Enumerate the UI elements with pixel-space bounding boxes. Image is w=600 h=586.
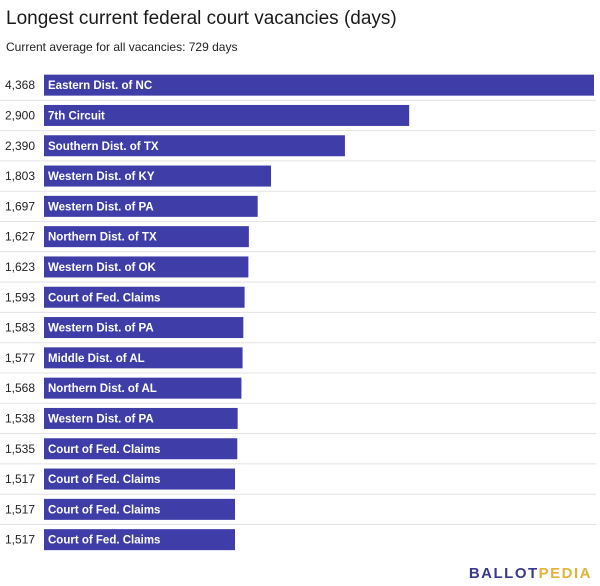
category-label: Western Dist. of PA [48,201,154,213]
bar [44,135,345,157]
value-label: 1,623 [5,260,35,274]
category-label: Court of Fed. Claims [48,444,160,456]
bar [44,407,238,429]
logo-ballot: BALLOT [468,565,539,582]
category-label: Western Dist. of PA [48,323,154,335]
value-label: 1,517 [5,533,35,547]
category-label: Western Dist. of PA [48,413,154,425]
value-label: 1,538 [5,411,35,425]
chart-subtitle: Current average for all vacancies: 729 d… [6,40,238,54]
value-label: 2,390 [5,139,35,153]
category-label: Southern Dist. of TX [48,141,159,153]
category-label: Western Dist. of KY [48,171,155,183]
category-label: 7th Circuit [48,110,105,122]
bar [44,377,242,399]
bar [44,256,249,278]
bar [44,468,236,490]
bar [44,195,258,217]
bar [44,529,236,551]
category-label: Court of Fed. Claims [48,292,160,304]
category-label: Eastern Dist. of NC [48,80,152,92]
ballotpedia-logo: BALLOTPEDIA [469,565,592,582]
bar [44,498,236,520]
value-label: 1,803 [5,169,35,183]
value-label: 4,368 [5,78,35,92]
value-label: 1,517 [5,502,35,516]
value-label: 1,517 [5,472,35,486]
bar [44,226,249,248]
category-label: Court of Fed. Claims [48,474,160,486]
value-label: 1,593 [5,290,35,304]
bar [44,74,594,96]
logo-pedia: PEDIA [538,565,592,582]
category-label: Middle Dist. of AL [48,353,145,365]
category-label: Northern Dist. of AL [48,383,157,395]
value-label: 1,577 [5,351,35,365]
bar [44,347,243,369]
value-label: 1,535 [5,442,35,456]
value-label: 1,627 [5,230,35,244]
value-label: 1,697 [5,199,35,213]
category-label: Northern Dist. of TX [48,232,157,244]
value-label: 1,583 [5,321,35,335]
bar [44,165,272,187]
value-label: 2,900 [5,108,35,122]
bar [44,286,245,308]
bar [44,317,244,339]
bar [44,104,410,126]
category-label: Court of Fed. Claims [48,535,160,547]
value-label: 1,568 [5,381,35,395]
category-label: Court of Fed. Claims [48,504,160,516]
category-label: Western Dist. of OK [48,262,156,274]
chart-title: Longest current federal court vacancies … [6,8,397,29]
bar [44,438,238,460]
